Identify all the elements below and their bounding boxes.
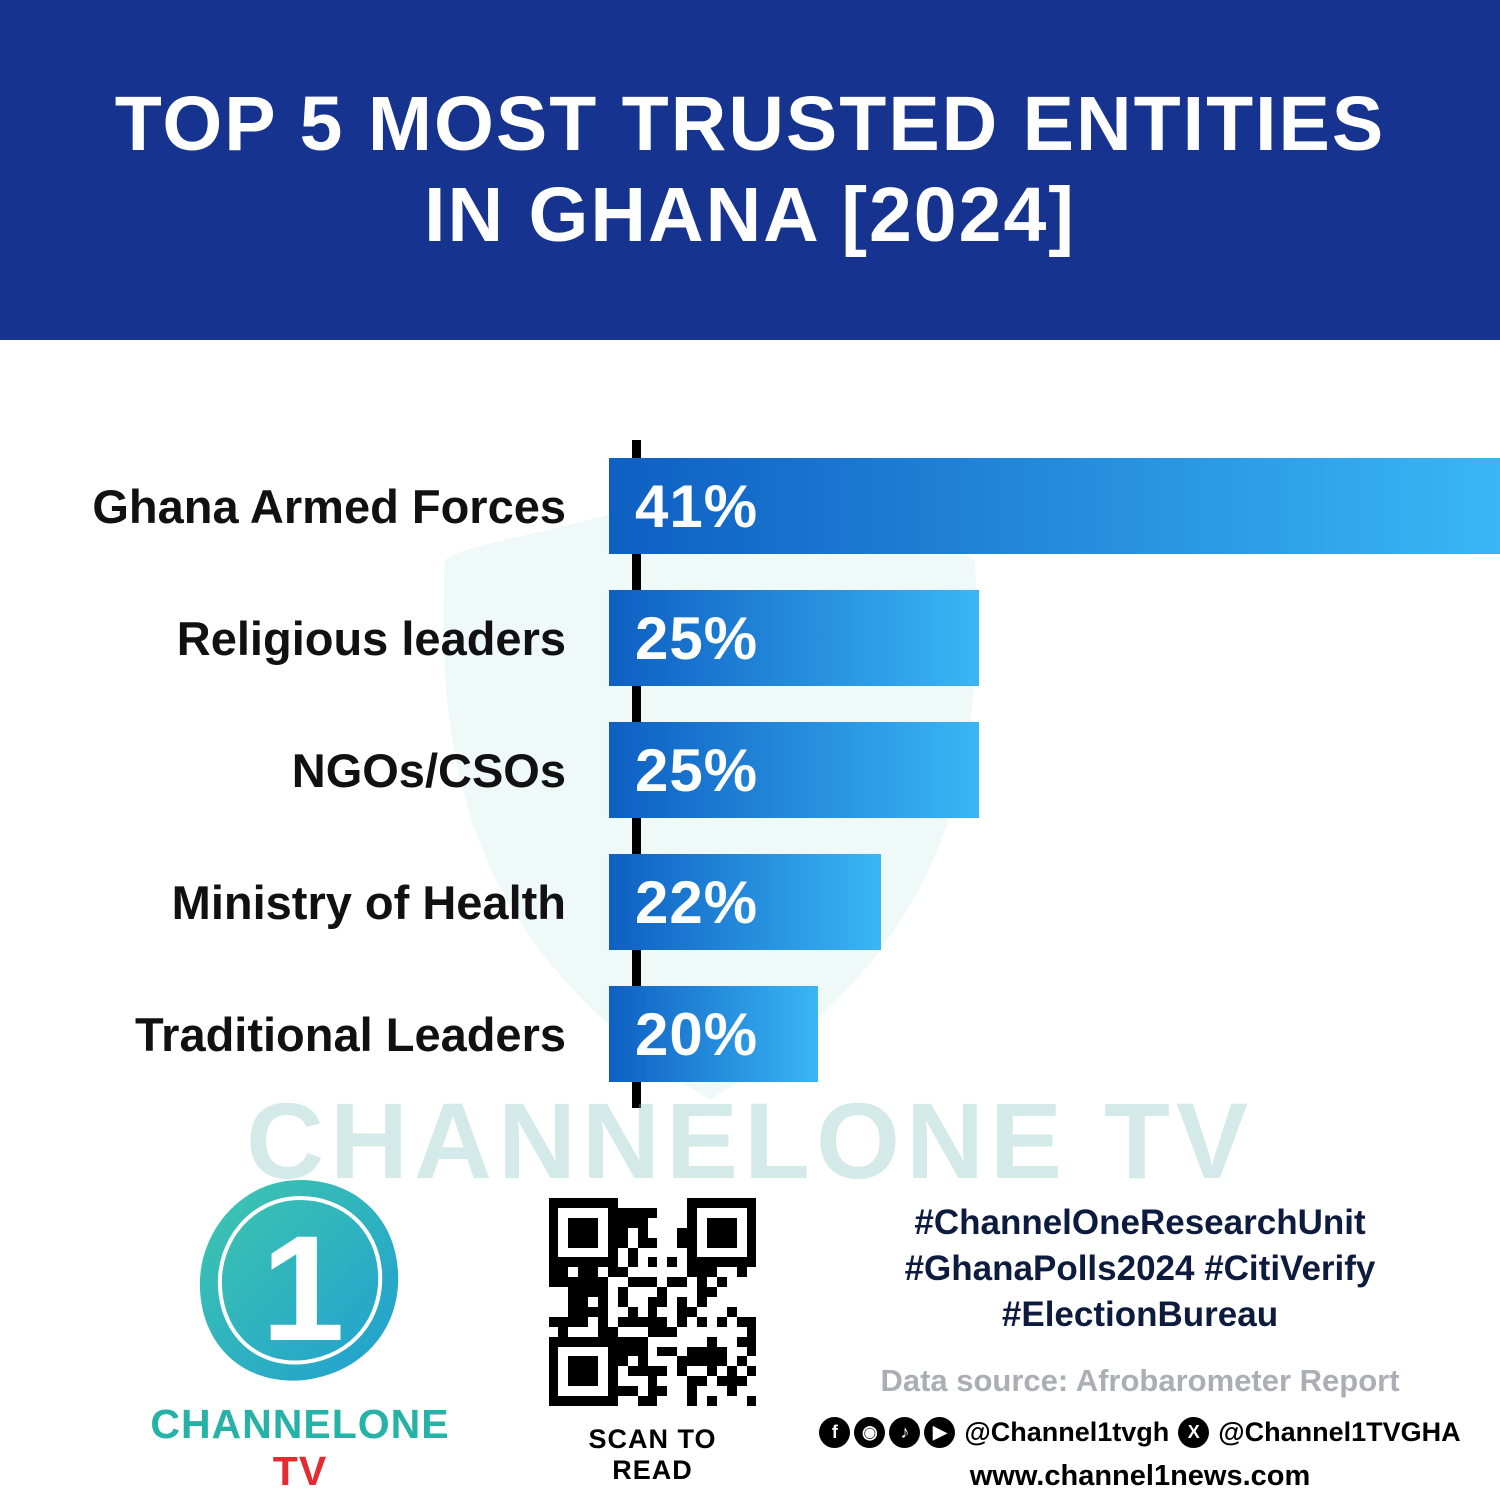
channel-one-logo: 1 CHANNELONE TV <box>140 1172 460 1495</box>
bar: 25% <box>609 722 979 818</box>
page-title-line1: TOP 5 MOST TRUSTED ENTITIES <box>114 81 1386 168</box>
footer-right: #ChannelOneResearchUnit #GhanaPolls2024 … <box>819 1200 1461 1493</box>
bar-area: 25% <box>609 722 1500 818</box>
hashtag-line: #ElectionBureau <box>1001 1295 1279 1335</box>
bar-area: 22% <box>609 854 1500 950</box>
tiktok-icon: ♪ <box>889 1416 921 1448</box>
social-handle: @Channel1tvgh <box>964 1416 1170 1447</box>
channel-one-logo-mark: 1 <box>199 1180 399 1381</box>
logo-numeral: 1 <box>261 1204 344 1372</box>
page-title-line2: IN GHANA [2024] <box>424 172 1076 258</box>
value-label: 20% <box>635 1000 759 1068</box>
watermark-text: CHANNELONE TV <box>245 1080 1255 1201</box>
category-label: NGOs/CSOs <box>291 743 566 797</box>
value-label: 41% <box>635 472 759 540</box>
social-row: f ◉ ♪ ▶ @Channel1tvgh X @Channel1TVGHA <box>819 1416 1461 1448</box>
chart-row: NGOs/CSOs 25% <box>0 722 1500 818</box>
chart-rows: Ghana Armed Forces 41% Religious leaders… <box>0 458 1500 1118</box>
hashtag-line: #GhanaPolls2024 #CitiVerify <box>904 1249 1376 1289</box>
chart-row: Ghana Armed Forces 41% <box>0 458 1500 554</box>
facebook-icon: f <box>819 1416 851 1448</box>
data-source-text: Data source: Afrobarometer Report <box>880 1362 1400 1398</box>
website-url: www.channel1news.com <box>969 1459 1311 1492</box>
brand-tv: TV <box>272 1448 328 1494</box>
qr-code <box>548 1198 757 1406</box>
chart-row: Traditional Leaders 20% <box>0 986 1500 1082</box>
youtube-icon: ▶ <box>924 1416 956 1448</box>
brand-text: CHANNELONE TV <box>140 1401 460 1495</box>
bar: 25% <box>609 590 979 686</box>
bar-area: 20% <box>609 986 1500 1082</box>
category-label: Religious leaders <box>176 611 566 665</box>
x-icon: X <box>1178 1416 1210 1448</box>
hashtag-line: #ChannelOneResearchUnit <box>914 1203 1366 1242</box>
category-label: Ghana Armed Forces <box>92 479 566 533</box>
social-handle: @Channel1TVGHA <box>1218 1416 1461 1447</box>
hashtags: #ChannelOneResearchUnit #GhanaPolls2024 … <box>855 1200 1425 1339</box>
value-label: 22% <box>635 868 759 936</box>
chart-row: Ministry of Health 22% <box>0 854 1500 950</box>
bar-chart: Ghana Armed Forces 41% Religious leaders… <box>0 440 1500 1130</box>
bar-area: 41% <box>609 458 1500 554</box>
value-label: 25% <box>635 736 759 804</box>
bar: 22% <box>609 854 881 950</box>
bar: 20% <box>609 986 819 1082</box>
header-banner: TOP 5 MOST TRUSTED ENTITIES IN GHANA [20… <box>0 0 1500 340</box>
bar: 41% <box>609 458 1500 554</box>
value-label: 25% <box>635 604 759 672</box>
chart-row: Religious leaders 25% <box>0 590 1500 686</box>
category-label: Ministry of Health <box>171 875 566 929</box>
category-label: Traditional Leaders <box>135 1007 566 1061</box>
social-icon-cluster: f ◉ ♪ ▶ <box>819 1416 956 1448</box>
instagram-icon: ◉ <box>854 1416 886 1448</box>
qr-caption: SCAN TO READ <box>588 1424 717 1485</box>
bar-area: 25% <box>609 590 1500 686</box>
brand-main: CHANNELONE <box>150 1401 450 1447</box>
qr-block: SCAN TO READ <box>545 1198 760 1486</box>
